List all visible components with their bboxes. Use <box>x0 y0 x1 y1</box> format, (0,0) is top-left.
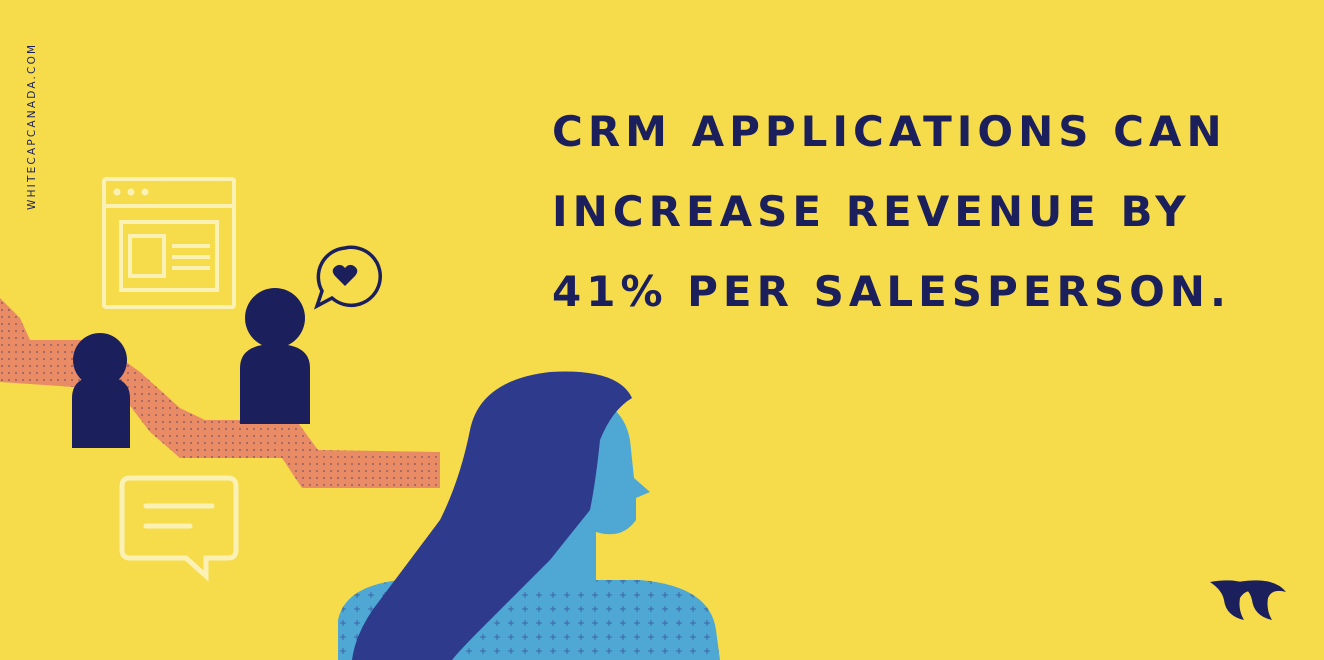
headline-line-1: CRM APPLICATIONS CAN <box>552 107 1227 156</box>
window-dots <box>113 188 149 196</box>
person-silhouette-icon <box>240 288 310 424</box>
person-silhouette-icon <box>72 333 130 448</box>
headline-line-2: INCREASE REVENUE BY <box>552 187 1191 236</box>
browser-window-icon <box>102 177 236 309</box>
woman-profile-illustration <box>338 371 720 660</box>
stepped-path <box>0 298 440 488</box>
chat-bubble-icon <box>119 475 239 582</box>
headline-line-3: 41% PER SALESPERSON. <box>552 267 1231 316</box>
whitecap-wave-logo-icon <box>1210 580 1286 620</box>
heart-speech-bubble-icon <box>313 245 382 310</box>
headline: CRM APPLICATIONS CAN INCREASE REVENUE BY… <box>552 92 1282 332</box>
